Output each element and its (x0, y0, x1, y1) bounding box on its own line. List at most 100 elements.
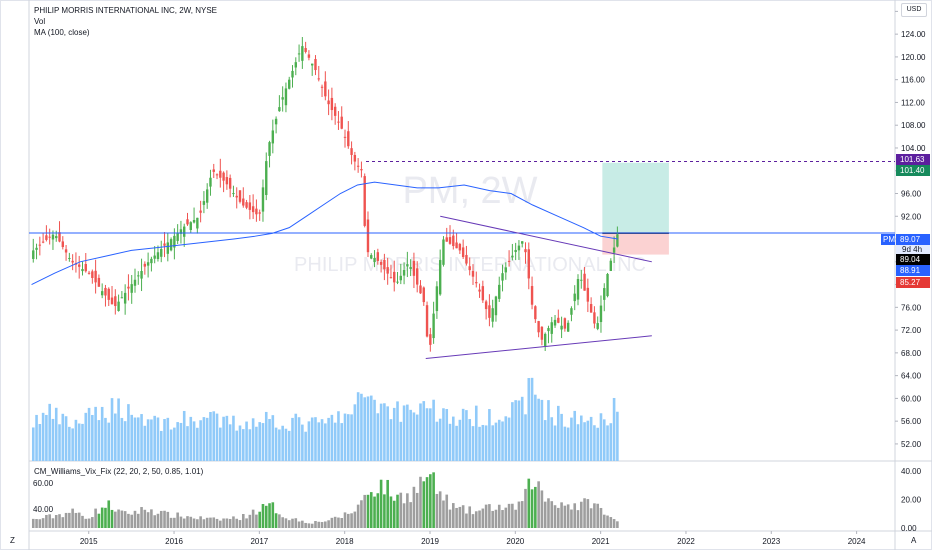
volume-bar (593, 425, 596, 461)
candle-body (488, 305, 491, 318)
price-tick-label: 108.00 (901, 121, 926, 130)
volume-bar (166, 417, 170, 461)
volume-bar (557, 405, 560, 461)
candle-body (51, 234, 55, 240)
vix-bar (87, 518, 91, 528)
volume-bar (104, 417, 107, 461)
vix-bar (599, 507, 603, 528)
candle-body (537, 321, 540, 333)
vix-bar (484, 504, 488, 528)
volume-bar (251, 418, 255, 461)
volume-bar (117, 398, 120, 461)
candle-body (478, 289, 481, 292)
vix-bar (497, 504, 501, 528)
volume-bar (61, 413, 65, 461)
candle-body (150, 258, 153, 264)
volume-bar (445, 409, 449, 461)
position-zone[interactable] (602, 162, 669, 255)
vix-bar (432, 472, 435, 528)
vix-bar (360, 500, 363, 528)
candle-body (291, 70, 294, 78)
vix-bar (402, 503, 406, 528)
vix-bar (212, 517, 216, 528)
vix-bar (527, 478, 531, 528)
volume-bar (543, 420, 547, 461)
candle-body (100, 291, 104, 296)
volume-bar (514, 400, 517, 461)
vix-bar (100, 507, 104, 528)
vix-bar (61, 517, 65, 528)
vix-bar (520, 501, 524, 528)
candle-body (609, 260, 613, 271)
volume-bar (35, 414, 38, 461)
indicator-legend[interactable]: CM_Williams_Vix_Fix (22, 20, 2, 50, 0.85… (34, 467, 204, 476)
volume-bar (468, 419, 472, 461)
symbol-legend[interactable]: PHILIP MORRIS INTERNATIONAL INC, 2W, NYS… (34, 6, 217, 15)
candle-body (297, 53, 301, 55)
volume-bar (412, 412, 416, 461)
vix-bar (330, 517, 334, 528)
volume-bar (360, 393, 363, 461)
vix-bar (68, 512, 71, 528)
candle-body (343, 136, 347, 138)
price-axis[interactable]: 128.00124.00120.00116.00112.00108.00104.… (895, 7, 926, 449)
volume-bar (330, 414, 334, 461)
volume-legend[interactable]: Vol (34, 17, 46, 26)
volume-bar (258, 422, 261, 461)
volume-bar (474, 405, 478, 461)
candle-body (475, 282, 478, 284)
vix-bar (156, 513, 160, 528)
candle-body (71, 260, 74, 263)
vix-bar (471, 514, 475, 528)
vix-bar (258, 511, 261, 528)
volume-bar (291, 417, 294, 461)
volume-bar (94, 406, 97, 461)
volume-bar (261, 423, 265, 461)
candle-body (393, 271, 396, 283)
volume-bar (77, 423, 81, 461)
volume-bar (91, 414, 94, 461)
candle-body (274, 118, 278, 125)
volume-bar (425, 408, 429, 461)
candle-body (606, 273, 609, 297)
zoom-toggle-button[interactable]: Z (10, 536, 15, 545)
vix-bar (511, 503, 514, 528)
vix-bar (461, 505, 465, 528)
vix-bar (205, 517, 209, 528)
candle-body (524, 249, 527, 253)
volume-bar (176, 422, 179, 461)
vix-bar (340, 518, 344, 528)
price-tick-label: 96.00 (901, 190, 922, 199)
vix-bar (343, 512, 347, 528)
ma-legend[interactable]: MA (100, close) (34, 28, 90, 37)
vix-bar (202, 519, 206, 528)
volume-bar (579, 415, 583, 461)
volume-bar (560, 413, 563, 461)
candle-body (481, 286, 485, 301)
time-axis[interactable]: 2015 2016 2017 2018 2019 2020 2021 2022 2023 2024 (80, 531, 866, 546)
candle-body (356, 165, 360, 167)
candle-body (409, 267, 412, 269)
currency-button[interactable]: USD (901, 3, 927, 17)
candle-body (301, 46, 304, 61)
vix-bar (31, 518, 35, 528)
vix-bar (458, 506, 462, 528)
candle-body (169, 239, 173, 251)
candle-body (156, 252, 160, 259)
candle-body (137, 275, 140, 277)
vix-bar (593, 503, 596, 528)
candle-body (55, 236, 58, 239)
price-tag-box (896, 165, 930, 176)
auto-scale-button[interactable]: A (911, 536, 917, 545)
volume-bar (232, 415, 235, 461)
vix-bar (74, 512, 78, 528)
candle-body (396, 281, 399, 283)
vix-bar (583, 498, 586, 528)
vix-bar (369, 492, 373, 528)
candle-body (261, 187, 265, 212)
volume-bar (616, 411, 619, 461)
volume-bar (274, 427, 278, 461)
candle-body (110, 297, 114, 305)
